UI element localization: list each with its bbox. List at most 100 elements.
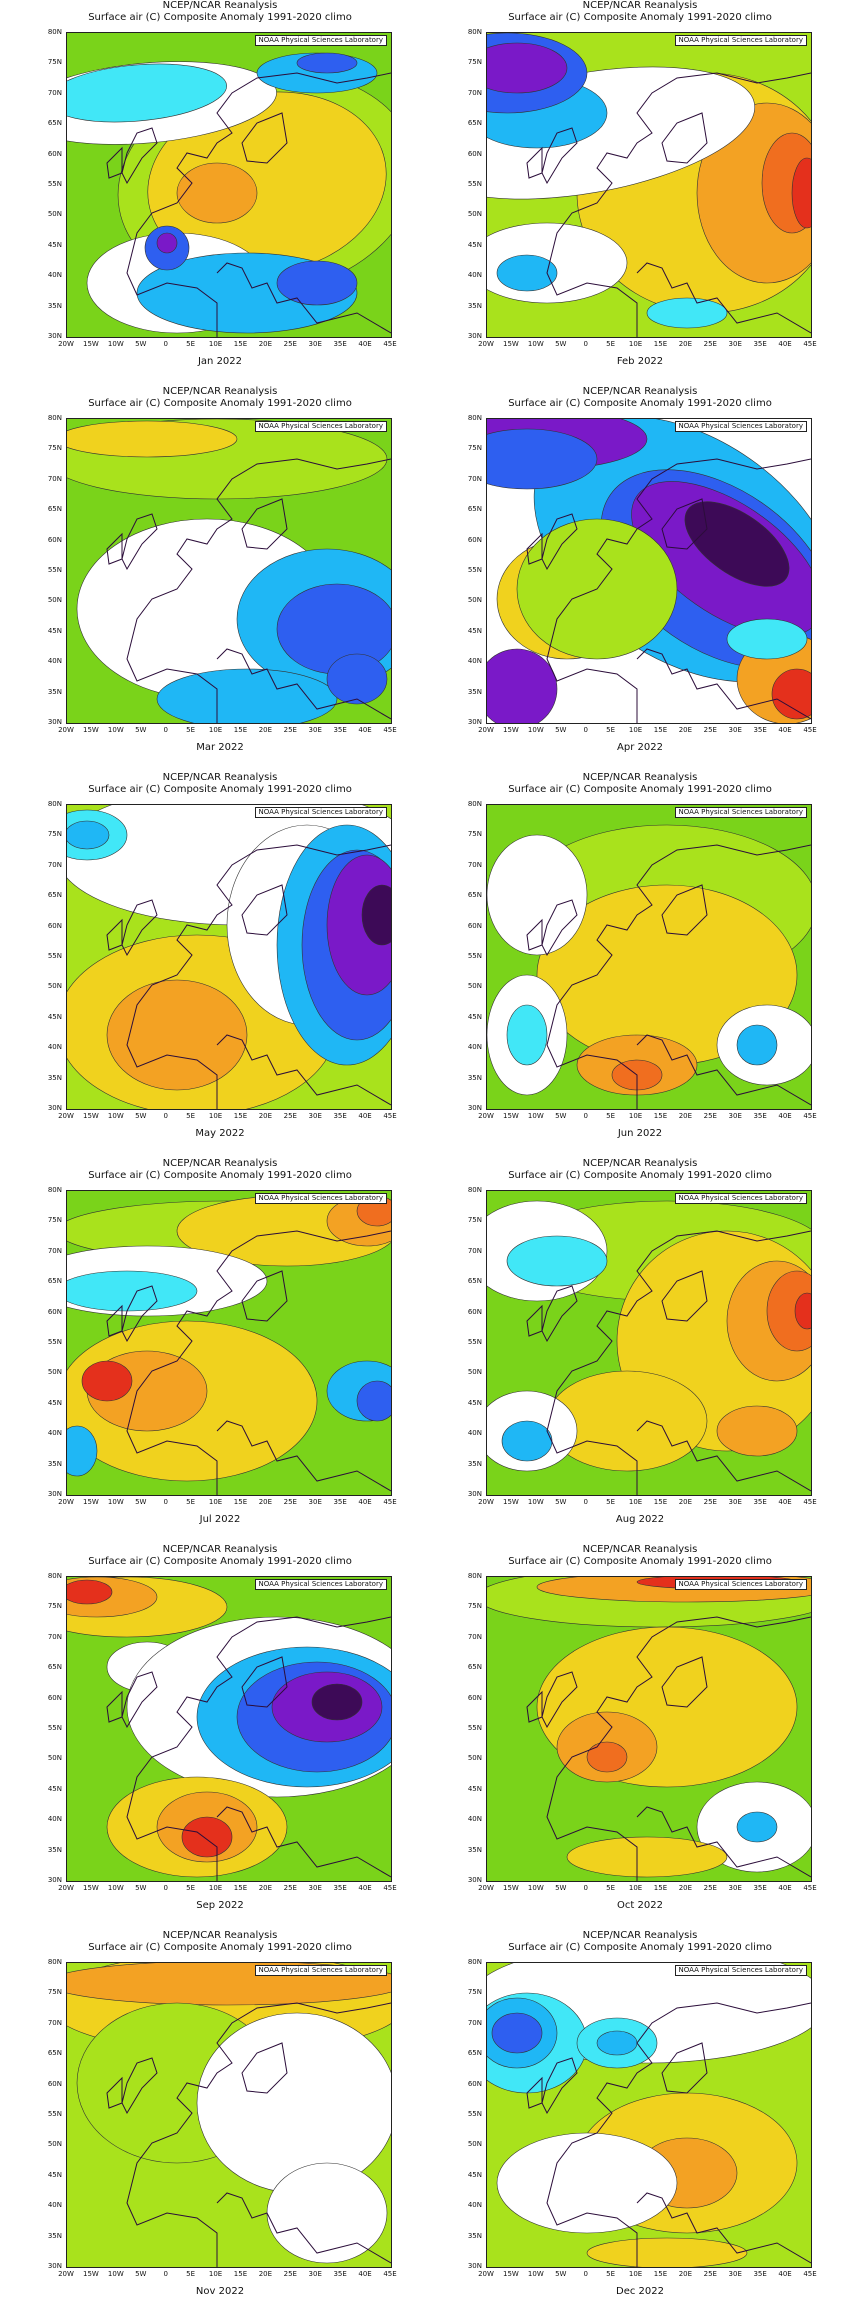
longitude-label: 5E	[186, 726, 196, 734]
longitude-label: 20W	[478, 1884, 494, 1892]
latitude-label: 60N	[467, 535, 482, 544]
coastline	[241, 884, 288, 936]
longitude-label: 45E	[383, 726, 397, 734]
latitude-label: 35N	[467, 687, 482, 696]
coastline	[661, 884, 708, 936]
coastline	[636, 1420, 811, 1492]
longitude-label: 0	[163, 1112, 168, 1120]
latitude-label: 45N	[47, 1012, 62, 1021]
anomaly-field	[67, 805, 391, 1109]
anomaly-contour-region	[487, 834, 588, 956]
coastline	[546, 1616, 811, 1881]
longitude-label: 15E	[233, 340, 248, 348]
longitude-label: 30E	[728, 726, 742, 734]
longitude-label: 0	[163, 2270, 168, 2278]
longitude-label: 25E	[283, 1112, 297, 1120]
latitude-label: 75N	[47, 1216, 62, 1225]
coastline	[126, 2002, 391, 2267]
coastline	[216, 648, 391, 720]
longitude-label: 10W	[107, 2270, 124, 2278]
latitude-label: 40N	[47, 1815, 62, 1824]
longitude-label: 40E	[358, 726, 372, 734]
coastline	[541, 513, 578, 571]
coastline	[546, 2002, 811, 2267]
credit-label: NOAA Physical Sciences Laboratory	[254, 1965, 387, 1976]
latitude-label: 60N	[47, 921, 62, 930]
longitude-label: 15W	[503, 1112, 519, 1120]
anomaly-contour-region	[726, 618, 808, 660]
latitude-label: 55N	[467, 1724, 482, 1732]
longitude-label: 40E	[778, 726, 792, 734]
coastline	[126, 1616, 391, 1881]
longitude-label: 30E	[728, 2270, 742, 2278]
anomaly-contour-region	[81, 1360, 133, 1402]
latitude-label: 60N	[467, 1693, 482, 1702]
longitude-label: 30E	[308, 1112, 322, 1120]
latitude-label: 50N	[47, 982, 62, 991]
longitude-label: 45E	[383, 1112, 397, 1120]
longitude-label: 15W	[503, 1498, 519, 1506]
longitude-label: 20W	[58, 726, 74, 734]
anomaly-contour-region	[491, 2012, 543, 2054]
longitude-label: 20W	[478, 726, 494, 734]
coastline	[546, 844, 811, 1109]
latitude-label: 80N	[467, 1572, 482, 1580]
longitude-label: 10W	[107, 1498, 124, 1506]
anomaly-contour-region	[156, 668, 338, 723]
coastline	[106, 146, 123, 179]
latitude-label: 35N	[467, 1073, 482, 1082]
longitude-label: 35E	[753, 1498, 767, 1506]
longitude-label: 10W	[107, 340, 124, 348]
latitude-label: 70N	[47, 860, 62, 869]
coastline	[106, 2076, 123, 2109]
longitude-label: 10W	[107, 726, 124, 734]
coastline	[126, 458, 391, 723]
coastline	[526, 1690, 543, 1723]
longitude-label: 20E	[678, 340, 693, 348]
panel-title: NCEP/NCAR Reanalysis	[582, 386, 698, 397]
longitude-label: 15W	[503, 2270, 519, 2278]
credit-label: NOAA Physical Sciences Laboratory	[254, 807, 387, 818]
longitude-label: 5E	[606, 1498, 616, 1506]
latitude-label: 70N	[467, 2018, 482, 2027]
panel-subtitle: Surface air (C) Composite Anomaly 1991-2…	[88, 398, 352, 409]
longitude-label: 15W	[83, 340, 99, 348]
longitude-label: 20E	[678, 1112, 693, 1120]
coastline	[121, 1671, 158, 1729]
panel-subtitle: Surface air (C) Composite Anomaly 1991-2…	[88, 1556, 352, 1567]
longitude-label: 40E	[778, 1112, 792, 1120]
coastline	[106, 1690, 123, 1723]
longitude-label: 15E	[233, 2270, 248, 2278]
credit-label: NOAA Physical Sciences Laboratory	[674, 421, 807, 432]
latitude-label: 65N	[467, 1277, 482, 1286]
month-label: Mar 2022	[196, 742, 244, 753]
anomaly-field	[487, 805, 811, 1109]
panel-title: NCEP/NCAR Reanalysis	[162, 0, 278, 11]
longitude-label: 40E	[778, 1498, 792, 1506]
panel-title: NCEP/NCAR Reanalysis	[162, 386, 278, 397]
anomaly-map: NOAA Physical Sciences Laboratory	[486, 1190, 812, 1496]
month-label: Oct 2022	[617, 1900, 663, 1911]
longitude-label: 5E	[186, 1112, 196, 1120]
longitude-label: 45E	[803, 1498, 817, 1506]
latitude-label: 60N	[47, 149, 62, 158]
latitude-label: 35N	[467, 2231, 482, 2240]
latitude-label: 70N	[47, 2018, 62, 2027]
latitude-label: 45N	[47, 2170, 62, 2179]
longitude-label: 20E	[258, 340, 273, 348]
longitude-label: 10W	[527, 340, 544, 348]
anomaly-field	[67, 1577, 391, 1881]
coastline	[661, 1270, 708, 1322]
latitude-label: 55N	[47, 180, 62, 188]
coastline	[216, 1420, 391, 1492]
longitude-label: 25E	[283, 340, 297, 348]
panel-title: NCEP/NCAR Reanalysis	[582, 772, 698, 783]
latitude-label: 75N	[47, 1988, 62, 1997]
latitude-label: 80N	[47, 1572, 62, 1580]
anomaly-map-panel: NCEP/NCAR Reanalysis Surface air (C) Com…	[20, 1930, 420, 2316]
longitude-label: 40E	[358, 2270, 372, 2278]
longitude-label: 5W	[135, 2270, 147, 2278]
longitude-label: 35E	[753, 340, 767, 348]
latitude-label: 75N	[467, 1602, 482, 1611]
